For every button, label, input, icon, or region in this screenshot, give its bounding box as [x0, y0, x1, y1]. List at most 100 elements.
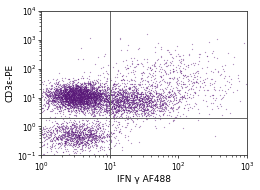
Point: [122, 81, 126, 84]
Point: [112, 93, 116, 96]
Point: [82, 94, 86, 97]
Point: [94, 134, 98, 137]
Point: [75, 94, 79, 97]
Point: [66, 93, 70, 96]
Point: [56, 92, 60, 95]
Point: [98, 90, 102, 93]
Point: [116, 101, 120, 104]
Point: [119, 105, 124, 108]
Point: [116, 91, 120, 94]
Point: [142, 112, 146, 115]
Point: [145, 75, 149, 78]
Point: [134, 94, 138, 97]
Point: [72, 109, 76, 112]
Point: [172, 97, 176, 100]
Point: [74, 139, 78, 142]
Point: [76, 90, 80, 93]
Point: [58, 124, 63, 127]
Point: [84, 93, 88, 96]
Point: [68, 104, 73, 107]
Point: [89, 129, 93, 132]
Point: [68, 95, 73, 98]
Point: [75, 83, 79, 86]
Point: [78, 99, 82, 102]
Point: [69, 126, 73, 129]
Point: [73, 94, 77, 97]
Point: [74, 122, 79, 125]
Point: [113, 144, 118, 147]
Point: [73, 95, 77, 98]
Point: [98, 135, 102, 139]
Point: [137, 98, 141, 101]
Point: [73, 134, 77, 137]
Point: [109, 100, 113, 103]
Point: [96, 110, 100, 113]
Point: [109, 132, 113, 135]
Point: [77, 106, 81, 109]
Point: [144, 105, 148, 108]
Point: [83, 93, 87, 96]
Point: [142, 107, 147, 110]
Point: [56, 88, 60, 91]
Point: [84, 107, 89, 110]
Point: [83, 137, 88, 140]
Point: [73, 95, 77, 98]
Point: [73, 98, 77, 101]
Point: [168, 71, 172, 74]
Point: [79, 127, 83, 130]
Point: [116, 104, 121, 107]
Point: [86, 134, 90, 137]
Point: [104, 153, 108, 156]
Point: [51, 99, 55, 102]
Point: [76, 96, 80, 99]
Point: [69, 88, 73, 91]
Point: [51, 86, 56, 89]
Point: [141, 93, 145, 96]
Point: [66, 135, 70, 138]
Point: [64, 105, 68, 108]
Point: [65, 95, 69, 98]
Point: [59, 93, 63, 96]
Point: [182, 94, 186, 97]
Point: [143, 112, 147, 115]
Point: [124, 89, 128, 92]
Point: [108, 106, 112, 109]
Point: [68, 101, 72, 104]
Point: [163, 97, 167, 100]
Point: [92, 89, 96, 92]
Point: [95, 91, 100, 94]
Point: [62, 88, 67, 91]
Point: [82, 99, 86, 102]
Point: [150, 100, 154, 103]
Point: [87, 87, 91, 90]
Point: [79, 86, 83, 89]
Point: [177, 100, 181, 103]
Point: [87, 90, 91, 93]
Point: [66, 110, 70, 113]
Point: [66, 82, 70, 85]
Point: [86, 110, 90, 113]
Point: [138, 100, 142, 103]
Point: [55, 138, 59, 141]
Point: [84, 107, 88, 110]
Point: [95, 96, 99, 99]
Point: [63, 89, 67, 92]
Point: [100, 92, 105, 95]
Point: [86, 103, 90, 106]
Point: [71, 134, 75, 137]
Point: [62, 93, 66, 96]
Point: [124, 108, 128, 111]
Point: [107, 100, 112, 103]
Point: [128, 86, 132, 89]
Point: [129, 127, 133, 131]
Point: [71, 90, 75, 93]
Point: [64, 98, 68, 101]
Point: [191, 81, 195, 84]
Point: [42, 132, 46, 135]
Point: [72, 105, 76, 108]
Point: [94, 145, 98, 148]
Point: [61, 88, 65, 91]
Point: [70, 101, 74, 104]
Point: [69, 134, 73, 137]
Point: [48, 139, 53, 142]
